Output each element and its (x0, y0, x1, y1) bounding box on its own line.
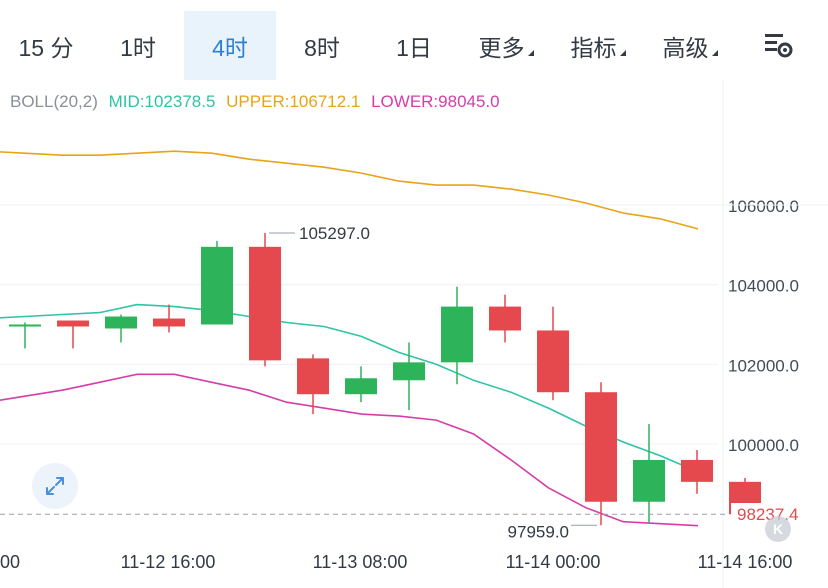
candlestick-chart[interactable]: 106000.0 104000.0 102000.0 100000.0 105297.0… (0, 80, 828, 588)
candle-body (9, 324, 41, 327)
candle-body (393, 362, 425, 381)
boll-lower-line (0, 373, 699, 527)
boll-lower-value: LOWER:98045.0 (371, 92, 500, 111)
boll-mid-line (0, 303, 699, 473)
chart-settings-button[interactable] (752, 22, 800, 70)
tab-label: 4时 (212, 34, 248, 61)
x-tick-label: 00 (0, 552, 20, 572)
boll-upper-value: UPPER:106712.1 (226, 92, 361, 111)
boll-legend-label: BOLL(20,2) (10, 92, 98, 111)
candle-body (441, 306, 473, 363)
x-tick-label: 11-14 16:00 (698, 552, 793, 572)
tab-7[interactable]: 高级 (644, 11, 736, 80)
boll-legend: BOLL(20,2) MID:102378.5 UPPER:106712.1 L… (10, 92, 506, 112)
x-tick-label: 11-12 16:00 (121, 552, 216, 572)
expand-arrows-icon (46, 477, 64, 495)
candle-body (297, 358, 329, 395)
candle-body (633, 459, 665, 502)
tab-label: 8时 (304, 34, 340, 61)
x-tick-label: 11-13 08:00 (313, 552, 408, 572)
y-tick-label: 104000.0 (728, 277, 799, 296)
candle-body (345, 378, 377, 395)
dropdown-caret-icon (527, 49, 534, 56)
max-price-label: 105297.0 (299, 224, 370, 243)
x-tick-label: 11-14 00:00 (506, 552, 601, 572)
k-logo-icon: K (765, 516, 791, 542)
tab-1[interactable]: 1时 (92, 11, 184, 80)
y-tick-label: 100000.0 (728, 436, 799, 455)
tab-label: 高级 (662, 34, 709, 61)
candle-body (249, 246, 281, 361)
candle-body (105, 316, 137, 329)
tab-label: 指标 (570, 34, 617, 61)
y-tick-label: 102000.0 (728, 356, 799, 375)
dropdown-caret-icon (619, 49, 626, 56)
tab-label: 1时 (120, 34, 156, 61)
tab-label: 1日 (396, 34, 432, 61)
candle-body (201, 246, 233, 325)
candle-body (585, 392, 617, 502)
boll-upper-line (0, 150, 699, 230)
tab-5[interactable]: 更多 (460, 11, 552, 80)
y-tick-label: 106000.0 (728, 197, 799, 216)
dropdown-caret-icon (711, 49, 718, 56)
candle-body (57, 320, 89, 327)
candle-body (153, 318, 185, 327)
candle-body (681, 459, 713, 482)
tab-label: 15 分 (18, 34, 74, 61)
chart-settings-icon (765, 34, 793, 58)
tab-3[interactable]: 8时 (276, 11, 368, 80)
timeframe-tabbar: 15 分 1时 4时 8时 1日 更多 指标 高级 (0, 0, 828, 80)
boll-mid-value: MID:102378.5 (108, 92, 216, 111)
candle-body (489, 306, 521, 331)
expand-chart-button[interactable] (32, 463, 78, 509)
tab-2[interactable]: 4时 (184, 11, 276, 80)
tab-label: 更多 (478, 34, 525, 61)
tab-6[interactable]: 指标 (552, 11, 644, 80)
tab-4[interactable]: 1日 (368, 11, 460, 80)
candle-body (537, 330, 569, 393)
min-price-label: 97959.0 (508, 522, 569, 541)
tab-0[interactable]: 15 分 (0, 11, 92, 80)
